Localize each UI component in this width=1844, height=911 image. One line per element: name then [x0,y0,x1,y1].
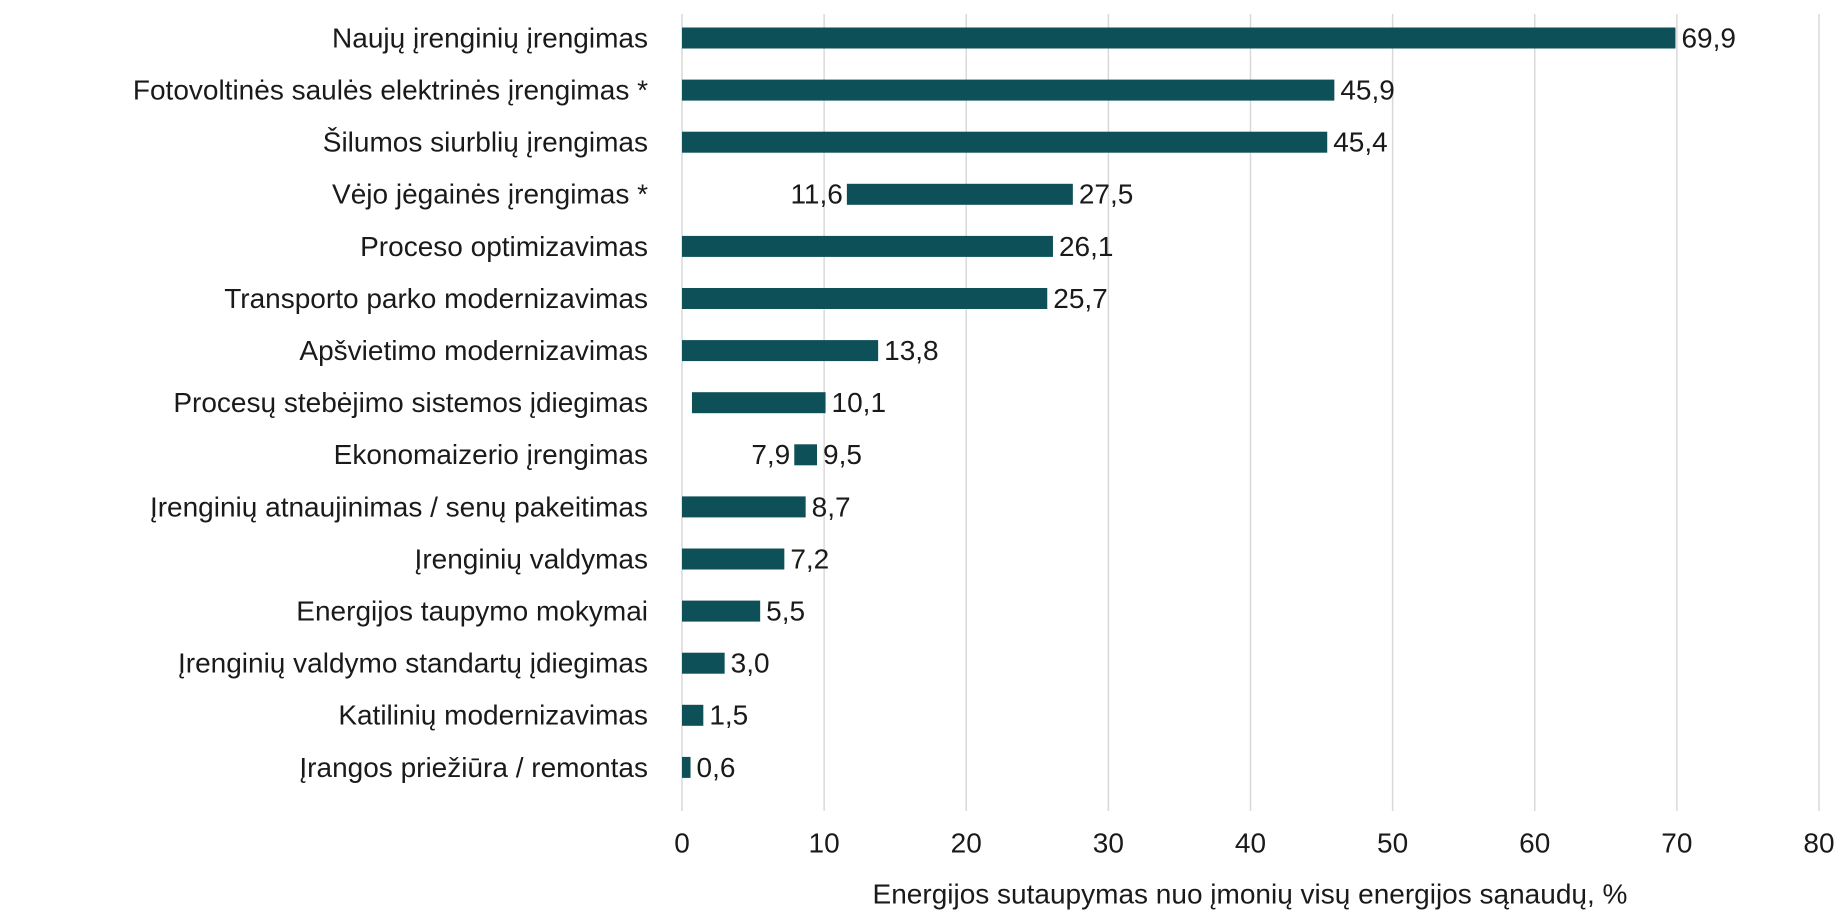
x-tick-label: 20 [951,827,982,858]
y-tick-label: Šilumos siurblių įrengimas [323,127,648,158]
bar [846,183,1073,205]
value-label: 9,5 [823,439,862,470]
x-tick-label: 0 [674,827,690,858]
bar [691,392,826,414]
bar [682,79,1335,101]
bar [682,704,704,726]
bar [682,756,691,778]
value-label: 69,9 [1681,22,1736,53]
value-label: 45,4 [1333,127,1388,158]
y-tick-label: Proceso optimizavimas [360,231,648,262]
bar [682,600,761,622]
x-tick-label: 60 [1519,827,1550,858]
y-tick-label: Procesų stebėjimo sistemos įdiegimas [173,387,648,418]
y-tick-label: Ekonomaizerio įrengimas [334,439,648,470]
y-tick-label: Įrenginių atnaujinimas / senų pakeitimas [150,491,648,522]
value-label: 5,5 [766,595,805,626]
y-tick-label: Fotovoltinės saulės elektrinės įrengimas… [133,74,648,105]
bar [682,27,1676,49]
bar [682,496,806,518]
value-label: 10,1 [832,387,887,418]
value-label: 45,9 [1340,74,1395,105]
value-label: 27,5 [1079,179,1134,210]
value-label: 26,1 [1059,231,1114,262]
value-label: 1,5 [709,700,748,731]
x-axis-title: Energijos sutaupymas nuo įmonių visų ene… [873,878,1628,909]
bar [682,235,1053,257]
start-label: 11,6 [790,179,842,210]
value-label: 8,7 [812,491,851,522]
y-tick-label: Vėjo jėgainės įrengimas * [332,179,648,210]
value-label: 13,8 [884,335,939,366]
value-label: 7,2 [790,543,829,574]
value-label: 25,7 [1053,283,1108,314]
y-tick-label: Transporto parko modernizavimas [224,283,648,314]
y-tick-label: Įrenginių valdymas [415,543,648,574]
x-tick-label: 70 [1661,827,1692,858]
y-tick-label: Apšvietimo modernizavimas [299,335,648,366]
x-tick-label: 50 [1377,827,1408,858]
bar [682,288,1048,309]
bar [794,444,818,466]
bar [682,131,1328,153]
value-label: 3,0 [731,648,770,679]
y-tick-label: Įrangos priežiūra / remontas [299,752,648,783]
y-tick-label: Naujų įrenginių įrengimas [332,22,648,53]
bar [682,548,785,570]
bar [682,340,879,362]
bar [682,652,725,674]
x-tick-label: 30 [1093,827,1124,858]
x-tick-label: 10 [809,827,840,858]
y-tick-label: Katilinių modernizavimas [338,700,648,731]
y-tick-label: Energijos taupymo mokymai [296,595,648,626]
value-label: 0,6 [697,752,736,783]
x-tick-label: 80 [1803,827,1834,858]
start-label: 7,9 [751,439,790,470]
x-tick-label: 40 [1235,827,1266,858]
y-tick-label: Įrenginių valdymo standartų įdiegimas [178,648,648,679]
